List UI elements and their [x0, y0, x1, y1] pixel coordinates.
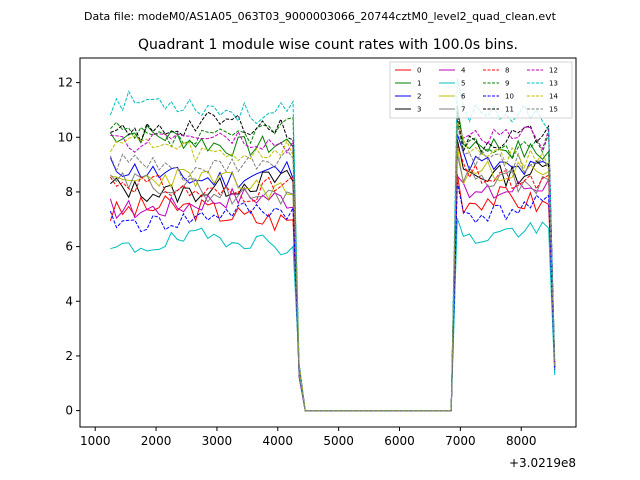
series-line-11: [110, 111, 556, 412]
legend-label-4: 4: [461, 67, 466, 75]
y-tick-label: 2: [65, 349, 73, 363]
legend-label-15: 15: [549, 106, 558, 114]
plot-lines: [109, 78, 556, 412]
y-tick-label: 8: [65, 185, 73, 199]
series-line-15: [109, 124, 556, 412]
x-tick-label: 8000: [506, 434, 537, 448]
x-axis: 1000 2000 3000 4000 5000 6000 7000 8000: [80, 427, 537, 448]
x-tick-label: 5000: [323, 434, 354, 448]
legend-label-7: 7: [461, 106, 465, 114]
x-offset-label: +3.0219e8: [509, 456, 576, 470]
legend-label-5: 5: [461, 80, 465, 88]
legend-label-14: 14: [549, 93, 558, 101]
y-tick-label: 0: [65, 404, 73, 418]
legend-label-12: 12: [549, 67, 558, 75]
legend-label-8: 8: [505, 67, 509, 75]
x-tick-label: 4000: [263, 434, 294, 448]
y-tick-label: 6: [65, 240, 73, 254]
x-tick-label: 6000: [384, 434, 415, 448]
y-tick-label: 12: [58, 76, 73, 90]
y-tick-label: 10: [58, 130, 73, 144]
legend-label-0: 0: [417, 67, 421, 75]
y-tick-label: 4: [65, 294, 73, 308]
axes-frame: [79, 57, 577, 428]
legend-label-11: 11: [505, 106, 514, 114]
legend-label-13: 13: [549, 80, 558, 88]
data-file-caption: Data file: modeM0/AS1A05_063T03_90000030…: [84, 10, 557, 23]
legend-label-3: 3: [417, 106, 421, 114]
chart-title: Quadrant 1 module wise count rates with …: [138, 37, 518, 53]
legend-label-1: 1: [417, 80, 421, 88]
x-tick-label: 1000: [80, 434, 111, 448]
x-tick-label: 7000: [445, 434, 476, 448]
legend-label-2: 2: [417, 93, 421, 101]
legend-label-6: 6: [461, 93, 466, 101]
legend-label-10: 10: [505, 93, 514, 101]
legend-label-9: 9: [505, 80, 509, 88]
y-axis: 0 2 4 6 8 10 12: [58, 76, 80, 418]
x-tick-label: 2000: [141, 434, 172, 448]
x-tick-label: 3000: [202, 434, 233, 448]
